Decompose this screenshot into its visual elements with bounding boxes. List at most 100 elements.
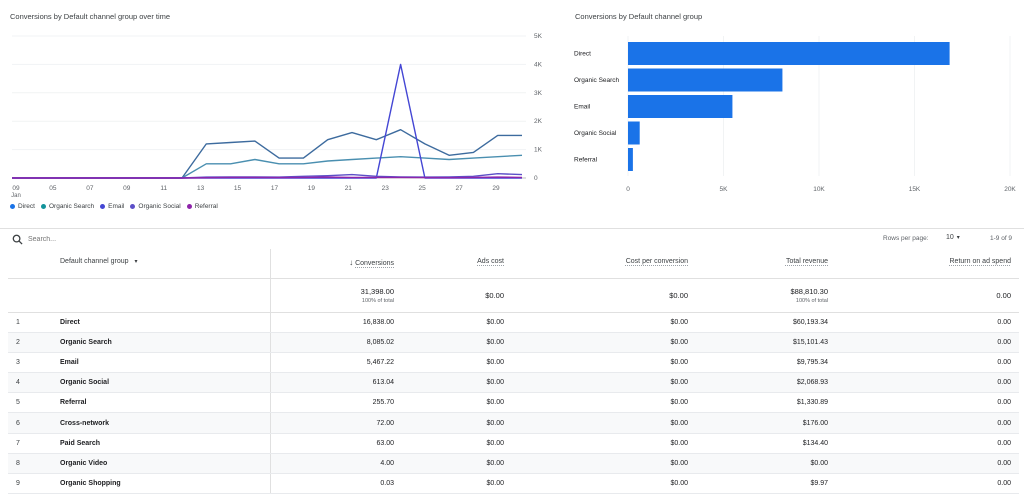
ads-cost-header[interactable]: Ads cost [400,249,510,279]
legend-label: Direct [18,203,35,210]
channel-name: Paid Search [48,433,271,454]
channel-name: Referral [48,392,271,414]
conversions-cell: 63.00 [270,433,400,454]
bar-organic-search[interactable] [628,68,783,92]
conversions-cell: 613.04 [270,372,400,394]
legend-dot-icon [130,204,136,209]
roas-cell: 0.00 [834,312,1019,333]
table-row[interactable]: 1 Direct 16,838.00 $0.00 $0.00 $60,193.34 0.00 [8,312,1019,333]
rows-per-page-label: Rows per page: [883,235,929,242]
conversions-cell: 8,085.02 [270,332,400,353]
x-tick-label: 0 [626,186,630,193]
roas-header-label: Return on ad spend [949,258,1012,265]
roas-cell: 0.00 [834,372,1019,394]
totals-ads-cost: $0.00 [485,290,504,300]
legend-item[interactable]: Referral [186,203,218,210]
revenue-cell: $2,068.93 [694,372,834,394]
cpc-cell: $0.00 [510,433,694,454]
caret-down-icon[interactable]: ▾ [134,259,138,265]
x-tick-label: 11 [160,185,167,192]
x-tick-label: 07 [86,185,94,192]
channel-name: Direct [48,312,271,333]
channel-name: Organic Social [48,372,271,394]
bar-category-label: Organic Social [574,130,617,137]
chart-legend: Direct Organic Search Email Organic Social R… [10,203,218,210]
channel-column-header[interactable]: Default channel group ▾ [48,249,271,279]
caret-down-icon: ▾ [956,235,960,241]
bar-email[interactable] [628,95,733,118]
legend-item[interactable]: Email [100,203,124,210]
total-revenue-header[interactable]: Total revenue [694,249,834,279]
x-tick-label: 09 [123,185,131,192]
table-row[interactable]: 6 Cross-network 72.00 $0.00 $0.00 $176.00 0.00 [8,412,1019,434]
row-index: 1 [8,312,48,333]
y-tick-label: 2K [534,118,543,125]
legend-dot-icon [100,204,106,209]
x-month-label: Jan [11,193,21,199]
table-row[interactable]: 9 Organic Shopping 0.03 $0.00 $0.00 $9.97 0.00 [8,473,1019,495]
roas-cell: 0.00 [834,332,1019,353]
channel-header-label: Default channel group [60,258,129,265]
table-row[interactable]: 8 Organic Video 4.00 $0.00 $0.00 $0.00 0.00 [8,453,1019,475]
bar-category-label: Direct [574,51,591,58]
roas-cell: 0.00 [834,473,1019,495]
legend-item[interactable]: Organic Search [40,203,94,210]
bar-direct[interactable] [628,42,950,65]
conversions-header[interactable]: ↓ Conversions [270,249,400,279]
x-tick-label: 19 [308,185,316,192]
conversions-cell: 5,467.22 [270,352,400,374]
legend-item[interactable]: Direct [10,203,35,210]
series-line-organic-search[interactable] [12,154,523,179]
roas-header[interactable]: Return on ad spend [834,249,1019,279]
x-tick-label: 15 [234,185,242,192]
roas-cell: 0.00 [834,433,1019,454]
cpc-cell: $0.00 [510,453,694,475]
search-input[interactable] [28,233,228,245]
bar-category-label: Email [574,104,591,111]
totals-cpc-cell: $0.00 [510,278,694,313]
table-row[interactable]: 4 Organic Social 613.04 $0.00 $0.00 $2,068.93… [8,372,1019,394]
series-line-direct[interactable] [12,128,522,179]
rows-per-page-select[interactable]: 10 ▾ [946,234,960,241]
roas-cell: 0.00 [834,392,1019,414]
bar-chart: 0 5K 10K 15K 20K Direct Organic Search Email Org… [574,36,1016,193]
totals-conversions-share: 100% of total [361,297,394,304]
x-tick-label: 05 [49,185,57,192]
totals-ads-cost-cell: $0.00 [400,278,510,313]
bar-category-label: Referral [574,157,598,164]
row-index: 5 [8,392,48,414]
ads-cost-cell: $0.00 [400,312,510,333]
legend-label: Referral [194,203,218,210]
cpc-cell: $0.00 [510,372,694,394]
line-chart: 5K 4K 3K 2K 1K 0 09 05 07 09 11 13 15 17 19 21 23 25 27 29 J… [11,33,543,199]
y-tick-label: 1K [534,147,543,154]
conversions-header-label: Conversions [355,260,394,267]
revenue-cell: $60,193.34 [694,312,834,333]
x-tick-label: 27 [455,185,463,192]
index-header [8,249,48,279]
row-index: 9 [8,473,48,495]
revenue-cell: $9,795.34 [694,352,834,374]
legend-item[interactable]: Organic Social [130,203,181,210]
series-line-referral[interactable] [12,176,523,179]
channel-name: Email [48,352,271,374]
roas-cell: 0.00 [834,412,1019,434]
y-tick-label: 0 [534,175,538,182]
table-row[interactable]: 2 Organic Search 8,085.02 $0.00 $0.00 $15,101… [8,332,1019,353]
cost-per-conversion-header[interactable]: Cost per conversion [510,249,694,279]
table-row[interactable]: 7 Paid Search 63.00 $0.00 $0.00 $134.40 0.00 [8,433,1019,454]
totals-conversions-cell: 31,398.00 100% of total [270,278,400,313]
revenue-cell: $9.97 [694,473,834,495]
x-tick-label: 17 [271,185,279,192]
bar-organic-social[interactable] [628,121,640,145]
conversions-cell: 4.00 [270,453,400,475]
revenue-cell: $134.40 [694,433,834,454]
bar-referral[interactable] [628,148,633,171]
table-row[interactable]: 3 Email 5,467.22 $0.00 $0.00 $9,795.34 0.00 [8,352,1019,374]
legend-label: Organic Social [138,203,181,210]
table-row[interactable]: 5 Referral 255.70 $0.00 $0.00 $1,330.89 0.00 [8,392,1019,414]
conversions-cell: 16,838.00 [270,312,400,333]
totals-revenue-share: 100% of total [795,297,828,304]
search-icon[interactable] [12,234,23,245]
x-tick-label: 10K [813,186,825,193]
